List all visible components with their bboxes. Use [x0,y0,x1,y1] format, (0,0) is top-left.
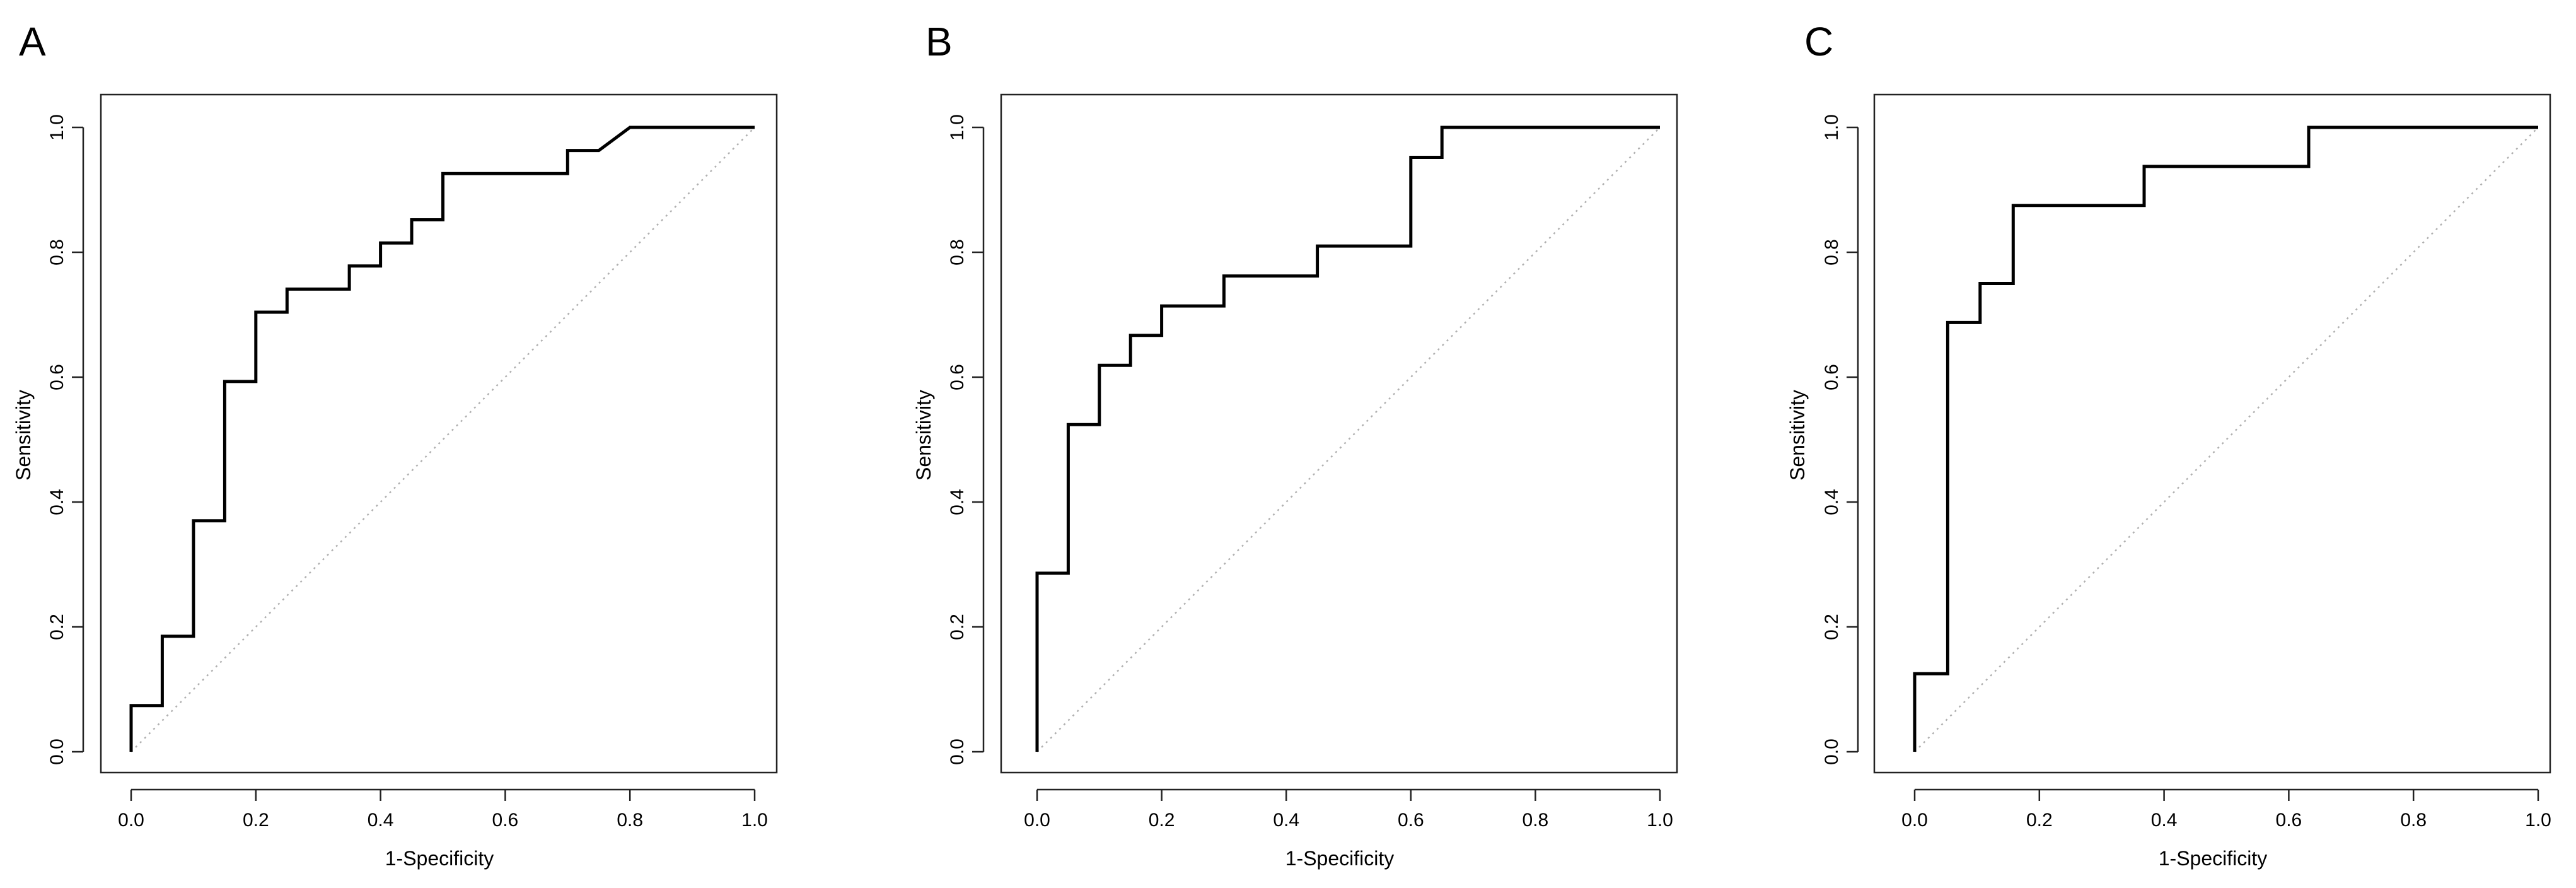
y-tick-label-c: 0.8 [1821,239,1842,266]
roc-curve-c [1913,126,2538,752]
x-axis-title-a: 1-Specificity [385,847,494,870]
y-tick-label-b: 0.8 [947,239,968,266]
y-tick-label-a: 0.2 [47,614,67,640]
y-tick-label-c: 0.6 [1821,364,1842,390]
x-tick-label-b: 0.2 [1149,810,1175,831]
panel-a: A 0.0 0.2 0.4 0.6 0.8 1.0 0.0 0.2 0.4 0.6 0.8 1.0 1… [12,19,778,870]
x-tick-label-c: 0.8 [2400,810,2427,831]
y-tick-label-a: 0.6 [47,364,67,390]
plot-layer-c: 0.0 0.2 0.4 0.6 0.8 1.0 0.0 0.2 0.4 0.6 0.8 1.0 [1821,114,2551,831]
x-tick-label-b: 0.6 [1398,810,1424,831]
x-tick-label-c: 0.4 [2151,810,2178,831]
x-tick-label-a: 0.0 [118,810,144,831]
plot-frame-c [1873,93,2551,774]
panel-c: C 0.0 0.2 0.4 0.6 0.8 1.0 0.0 0.2 0.4 0.6 0.8 1.0 1… [1786,19,2551,870]
x-tick-label-c: 0.0 [1901,810,1928,831]
x-tick-label-b: 0.4 [1273,810,1299,831]
x-tick-label-b: 0.0 [1024,810,1050,831]
x-tick-label-a: 1.0 [741,810,768,831]
plot-layer-b: 0.0 0.2 0.4 0.6 0.8 1.0 0.0 0.2 0.4 0.6 0.8 1.0 [947,114,1673,831]
x-axis-title-b: 1-Specificity [1285,847,1395,870]
y-tick-label-a: 0.8 [47,239,67,266]
reference-diagonal-c [1914,127,2539,752]
x-tick-label-b: 1.0 [1647,810,1673,831]
x-tick-label-a: 0.2 [243,810,269,831]
y-axis-title-b: Sensitivity [912,390,935,481]
y-tick-label-a: 1.0 [47,114,67,141]
y-tick-label-c: 0.0 [1821,739,1842,765]
panel-label-c: C [1804,19,1833,64]
plot-frame-a [100,93,778,774]
x-tick-label-a: 0.4 [368,810,394,831]
x-tick-label-a: 0.6 [492,810,519,831]
x-tick-label-c: 0.2 [2026,810,2053,831]
x-tick-label-c: 0.6 [2276,810,2302,831]
y-tick-label-a: 0.4 [47,489,67,515]
roc-curve-a [129,126,755,752]
y-tick-label-b: 0.2 [947,614,968,640]
y-axis-title-a: Sensitivity [12,390,35,481]
x-tick-label-b: 0.8 [1523,810,1549,831]
y-tick-label-b: 0.6 [947,364,968,390]
y-tick-label-a: 0.0 [47,739,67,765]
x-tick-label-a: 0.8 [617,810,643,831]
x-tick-label-c: 1.0 [2525,810,2551,831]
y-tick-label-c: 0.2 [1821,614,1842,640]
x-axis-title-c: 1-Specificity [2159,847,2268,870]
roc-curve-b [1035,126,1660,752]
panel-b: B 0.0 0.2 0.4 0.6 0.8 1.0 0.0 0.2 0.4 0.6 0.8 1.0 1… [912,19,1678,870]
plot-layer-a: 0.0 0.2 0.4 0.6 0.8 1.0 0.0 0.2 0.4 0.6 0.8 1.0 [47,114,768,831]
reference-diagonal-b [1036,127,1661,752]
y-tick-label-c: 1.0 [1821,114,1842,141]
panel-label-a: A [19,19,46,64]
y-tick-label-b: 0.4 [947,489,968,515]
y-tick-label-c: 0.4 [1821,489,1842,515]
y-tick-label-b: 1.0 [947,114,968,141]
plot-frame-b [1000,93,1678,774]
panel-label-b: B [925,19,953,64]
y-tick-label-b: 0.0 [947,739,968,765]
y-axis-title-c: Sensitivity [1786,390,1809,481]
